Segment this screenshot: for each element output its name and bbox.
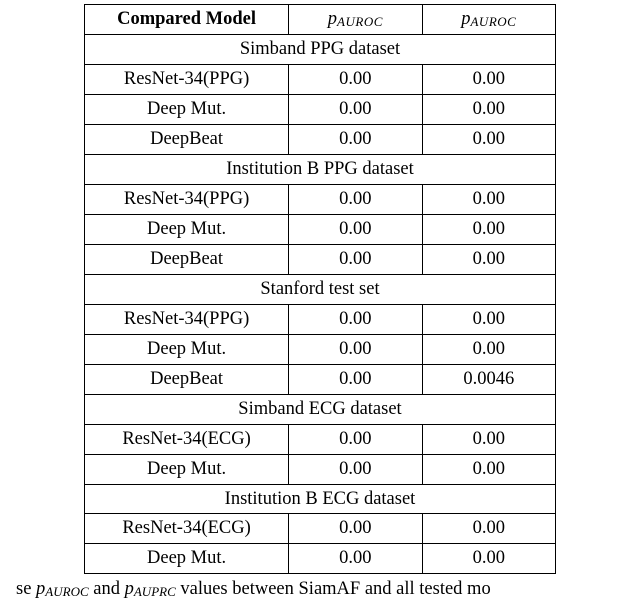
section-row: Simband ECG dataset bbox=[85, 394, 556, 424]
section-title: Stanford test set bbox=[85, 274, 556, 304]
cell-v1: 0.00 bbox=[289, 544, 422, 574]
cell-model: Deep Mut. bbox=[85, 214, 289, 244]
table-row: ResNet-34(PPG)0.000.00 bbox=[85, 184, 556, 214]
caption-and: and bbox=[89, 579, 125, 599]
cell-v2: 0.00 bbox=[422, 214, 555, 244]
table-row: ResNet-34(ECG)0.000.00 bbox=[85, 514, 556, 544]
cell-model: DeepBeat bbox=[85, 364, 289, 394]
cell-model: Deep Mut. bbox=[85, 94, 289, 124]
cell-v2: 0.00 bbox=[422, 64, 555, 94]
cell-v1: 0.00 bbox=[289, 364, 422, 394]
table-row: Deep Mut.0.000.00 bbox=[85, 214, 556, 244]
cell-v1: 0.00 bbox=[289, 334, 422, 364]
caption-p2-sub: AUPRC bbox=[134, 584, 176, 599]
cell-model: Deep Mut. bbox=[85, 334, 289, 364]
caption-line: se pAUROC and pAUPRC values between Siam… bbox=[14, 579, 626, 600]
table-row: ResNet-34(PPG)0.000.00 bbox=[85, 64, 556, 94]
table-row: Deep Mut.0.000.00 bbox=[85, 94, 556, 124]
section-row: Stanford test set bbox=[85, 274, 556, 304]
comparison-table: Compared Model pAUROC pAUROC Simband PPG… bbox=[84, 4, 556, 574]
caption-suffix: values between SiamAF and all tested mo bbox=[176, 579, 491, 599]
cell-v2: 0.00 bbox=[422, 244, 555, 274]
cell-v1: 0.00 bbox=[289, 94, 422, 124]
section-title: Simband ECG dataset bbox=[85, 394, 556, 424]
caption-p1: p bbox=[36, 579, 45, 599]
section-title: Institution B PPG dataset bbox=[85, 154, 556, 184]
cell-v2: 0.00 bbox=[422, 124, 555, 154]
cell-model: DeepBeat bbox=[85, 244, 289, 274]
cell-v2: 0.00 bbox=[422, 454, 555, 484]
cell-v2: 0.00 bbox=[422, 544, 555, 574]
cell-model: ResNet-34(ECG) bbox=[85, 424, 289, 454]
col-model-header-text: Compared Model bbox=[117, 9, 256, 29]
table-row: Deep Mut.0.000.00 bbox=[85, 544, 556, 574]
cell-v2: 0.00 bbox=[422, 184, 555, 214]
cell-model: ResNet-34(PPG) bbox=[85, 304, 289, 334]
cell-v2: 0.00 bbox=[422, 514, 555, 544]
section-title: Simband PPG dataset bbox=[85, 34, 556, 64]
cell-v1: 0.00 bbox=[289, 514, 422, 544]
cell-v1: 0.00 bbox=[289, 304, 422, 334]
cell-v1: 0.00 bbox=[289, 424, 422, 454]
section-row: Institution B PPG dataset bbox=[85, 154, 556, 184]
cell-v1: 0.00 bbox=[289, 124, 422, 154]
cell-model: Deep Mut. bbox=[85, 544, 289, 574]
table-row: Deep Mut.0.000.00 bbox=[85, 454, 556, 484]
cell-v1: 0.00 bbox=[289, 454, 422, 484]
cell-model: ResNet-34(PPG) bbox=[85, 64, 289, 94]
cell-v2: 0.00 bbox=[422, 304, 555, 334]
table-header-row: Compared Model pAUROC pAUROC bbox=[85, 5, 556, 35]
caption-p1-sub: AUROC bbox=[45, 584, 88, 599]
table-body: Simband PPG datasetResNet-34(PPG)0.000.0… bbox=[85, 34, 556, 573]
caption-prefix: se bbox=[16, 579, 36, 599]
cell-v1: 0.00 bbox=[289, 244, 422, 274]
cell-v2: 0.0046 bbox=[422, 364, 555, 394]
section-title: Institution B ECG dataset bbox=[85, 484, 556, 514]
col-pauroc2-header: pAUROC bbox=[422, 5, 555, 35]
table-row: Deep Mut.0.000.00 bbox=[85, 334, 556, 364]
section-row: Simband PPG dataset bbox=[85, 34, 556, 64]
table-row: DeepBeat0.000.0046 bbox=[85, 364, 556, 394]
cell-v1: 0.00 bbox=[289, 64, 422, 94]
cell-model: Deep Mut. bbox=[85, 454, 289, 484]
cell-v1: 0.00 bbox=[289, 184, 422, 214]
cell-v2: 0.00 bbox=[422, 94, 555, 124]
caption-p2: p bbox=[125, 579, 134, 599]
cell-model: ResNet-34(PPG) bbox=[85, 184, 289, 214]
cell-model: ResNet-34(ECG) bbox=[85, 514, 289, 544]
table-row: ResNet-34(ECG)0.000.00 bbox=[85, 424, 556, 454]
col-pauroc1-header: pAUROC bbox=[289, 5, 422, 35]
table-row: DeepBeat0.000.00 bbox=[85, 244, 556, 274]
table-row: ResNet-34(PPG)0.000.00 bbox=[85, 304, 556, 334]
table-row: DeepBeat0.000.00 bbox=[85, 124, 556, 154]
cell-v2: 0.00 bbox=[422, 334, 555, 364]
cell-v1: 0.00 bbox=[289, 214, 422, 244]
cell-model: DeepBeat bbox=[85, 124, 289, 154]
cell-v2: 0.00 bbox=[422, 424, 555, 454]
col-model-header: Compared Model bbox=[85, 5, 289, 35]
section-row: Institution B ECG dataset bbox=[85, 484, 556, 514]
